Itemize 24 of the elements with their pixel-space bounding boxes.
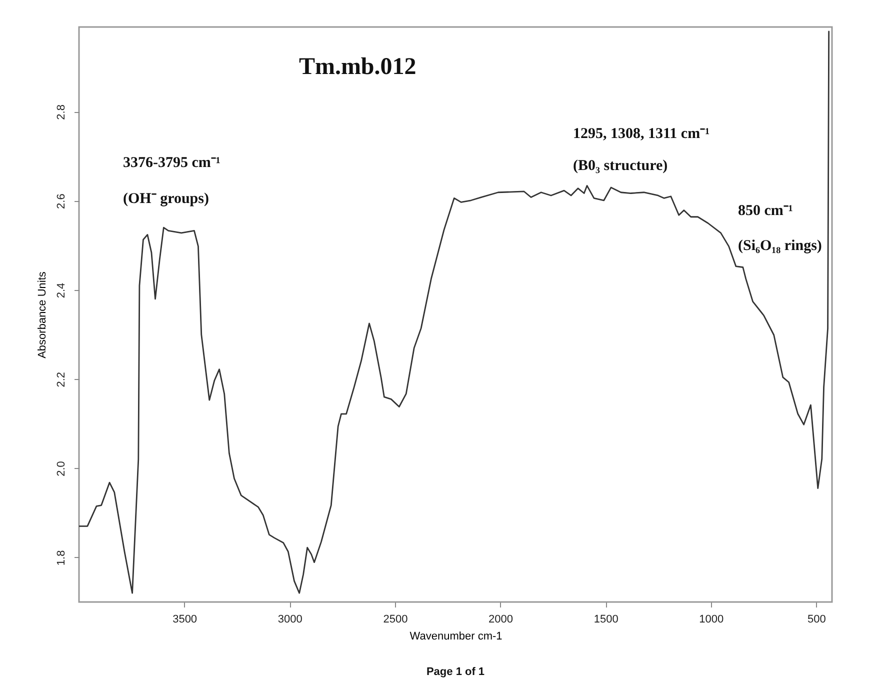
annotation: 1295, 1308, 1311 cm⁻¹ <box>573 126 710 142</box>
y-tick-label: 2.4 <box>56 282 68 298</box>
x-tick-label: 1500 <box>594 614 618 626</box>
annotation: (B0₃ structure) <box>573 158 668 174</box>
y-tick-label: 2.6 <box>56 194 68 209</box>
x-tick-label: 2500 <box>383 614 408 626</box>
annotation: (Si₆O₁₈ rings) <box>738 238 822 254</box>
text: Tm.mb.012 <box>298 54 416 80</box>
y-tick-label: 2.0 <box>56 461 68 476</box>
y-tick-label: 1.8 <box>56 550 68 566</box>
line-series <box>79 30 830 594</box>
x-tick-label: 3500 <box>172 614 198 626</box>
annotation: 3376-3795 cm⁻¹ <box>123 155 220 171</box>
annotation: (OH⁻ groups) <box>123 191 209 207</box>
x-axis-title: Wavenumber cm-1 <box>410 630 502 642</box>
text: Page 1 of 1 <box>426 666 485 678</box>
x-tick-label: 1000 <box>699 614 724 626</box>
x-tick-label: 3000 <box>278 614 302 626</box>
annotation: 850 cm⁻¹ <box>738 203 793 219</box>
y-tick-label: 2.8 <box>56 104 68 120</box>
x-tick-label: 500 <box>808 614 826 626</box>
y-tick-label: 2.2 <box>56 372 68 388</box>
y-axis-title: Absorbance Units <box>36 271 48 358</box>
x-tick-label: 2000 <box>488 614 513 626</box>
